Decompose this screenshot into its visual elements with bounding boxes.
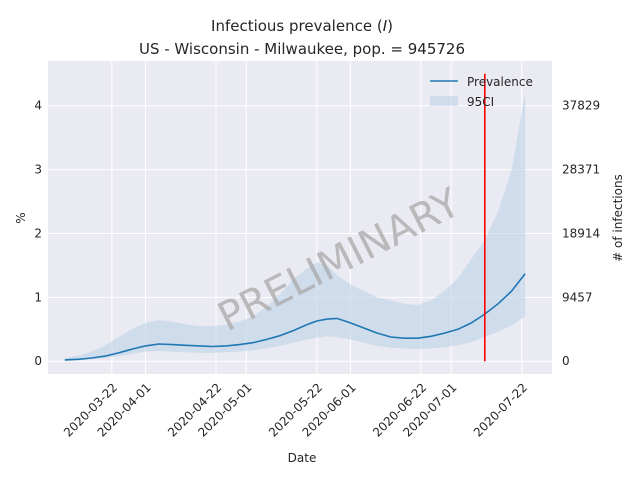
y-tick-label-right-2: 18914	[562, 226, 600, 240]
y-tick-label-right-1: 9457	[562, 290, 593, 304]
y-axis-ticks-right: 0 9457 18914 28371 37829	[562, 99, 600, 369]
x-axis-label: Date	[288, 451, 317, 465]
y-tick-label-left-1: 1	[34, 290, 42, 304]
y-axis-ticks-left: 0 1 2 3 4	[34, 99, 42, 369]
y-tick-label-right-4: 37829	[562, 99, 600, 113]
y-tick-label-left-3: 3	[34, 163, 42, 177]
ci-band	[64, 92, 526, 361]
y-axis-label-left: %	[14, 212, 28, 223]
y-tick-label-left-0: 0	[34, 354, 42, 368]
chart-title: Infectious prevalence (I)	[211, 17, 393, 35]
legend: Prevalence 95CI	[430, 75, 533, 109]
y-tick-label-right-3: 28371	[562, 163, 600, 177]
y-tick-label-left-2: 2	[34, 226, 42, 240]
y-axis-label-right: # of infections	[611, 174, 625, 262]
chart-subtitle: US - Wisconsin - Milwaukee, pop. = 94572…	[139, 40, 465, 58]
legend-swatch-95ci	[430, 96, 458, 106]
y-tick-label-left-4: 4	[34, 99, 42, 113]
series-line-prevalence	[64, 273, 526, 361]
legend-label-prevalence: Prevalence	[467, 75, 533, 89]
legend-label-95ci: 95CI	[467, 95, 494, 109]
y-tick-label-right-0: 0	[562, 354, 570, 368]
